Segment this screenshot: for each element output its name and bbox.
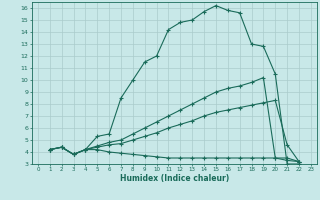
- X-axis label: Humidex (Indice chaleur): Humidex (Indice chaleur): [120, 174, 229, 183]
